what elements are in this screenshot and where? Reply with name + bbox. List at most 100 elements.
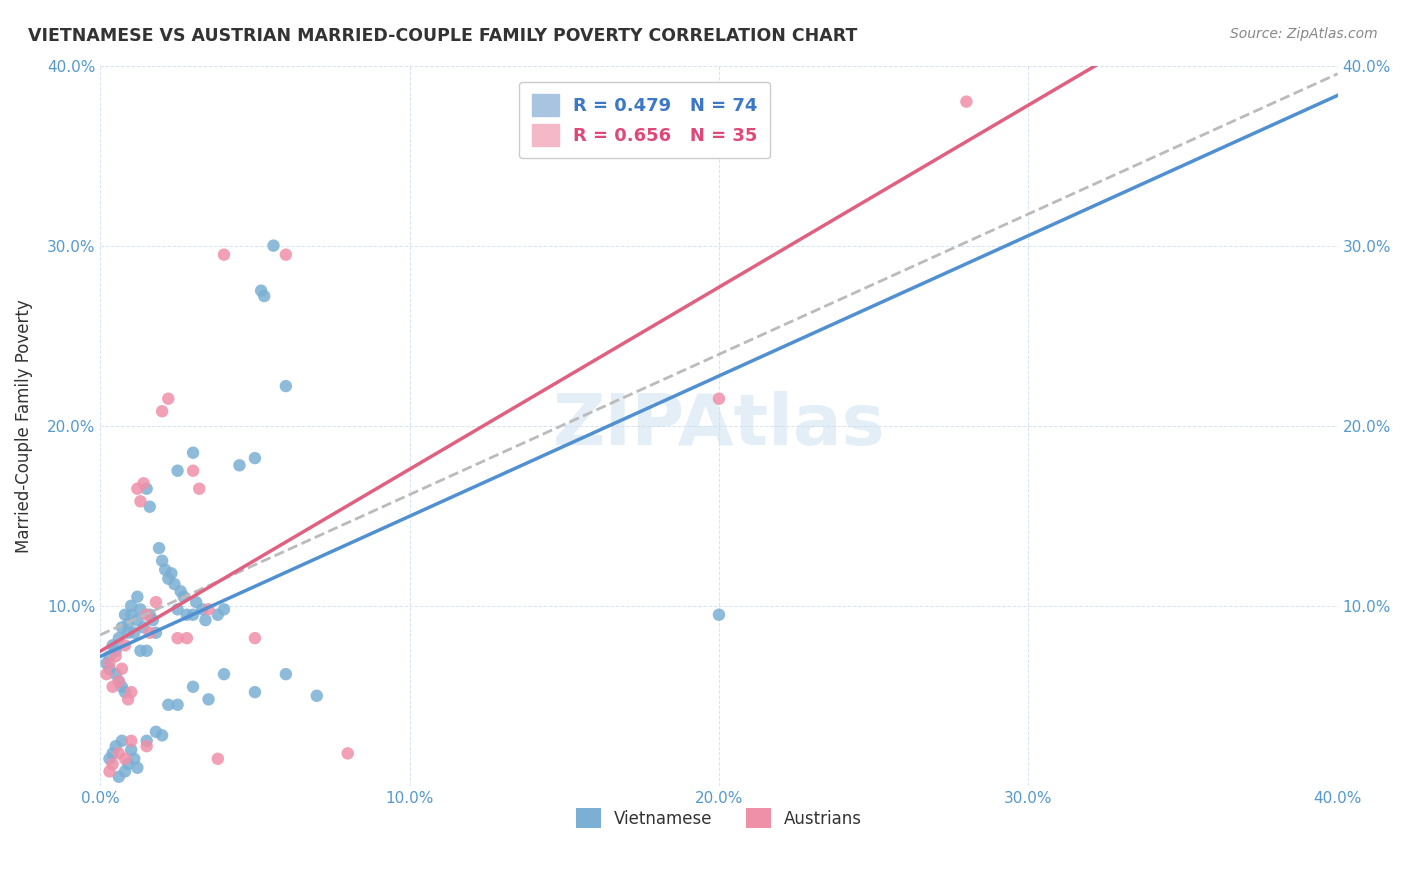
- Point: [148, 541, 170, 555]
- Point: [120, 599, 142, 613]
- Point: [207, 607, 229, 622]
- Point: [188, 482, 211, 496]
- Point: [124, 752, 146, 766]
- Point: [117, 757, 139, 772]
- Point: [163, 577, 186, 591]
- Text: VIETNAMESE VS AUSTRIAN MARRIED-COUPLE FAMILY POVERTY CORRELATION CHART: VIETNAMESE VS AUSTRIAN MARRIED-COUPLE FA…: [28, 27, 858, 45]
- Point: [197, 692, 219, 706]
- Point: [197, 602, 219, 616]
- Text: Source: ZipAtlas.com: Source: ZipAtlas.com: [1230, 27, 1378, 41]
- Point: [108, 674, 131, 689]
- Point: [117, 692, 139, 706]
- Point: [127, 590, 149, 604]
- Point: [139, 607, 162, 622]
- Point: [707, 607, 730, 622]
- Point: [150, 554, 173, 568]
- Point: [108, 631, 131, 645]
- Point: [120, 607, 142, 622]
- Point: [170, 584, 193, 599]
- Point: [108, 770, 131, 784]
- Point: [139, 625, 162, 640]
- Point: [127, 761, 149, 775]
- Point: [166, 631, 188, 645]
- Point: [145, 625, 167, 640]
- Point: [135, 644, 157, 658]
- Point: [243, 685, 266, 699]
- Point: [98, 649, 121, 664]
- Point: [104, 649, 127, 664]
- Point: [181, 607, 204, 622]
- Point: [117, 616, 139, 631]
- Point: [145, 724, 167, 739]
- Point: [104, 667, 127, 681]
- Point: [111, 662, 134, 676]
- Point: [145, 595, 167, 609]
- Point: [129, 602, 152, 616]
- Point: [157, 392, 180, 406]
- Point: [157, 572, 180, 586]
- Point: [98, 752, 121, 766]
- Point: [181, 446, 204, 460]
- Point: [111, 680, 134, 694]
- Point: [101, 757, 124, 772]
- Point: [96, 667, 118, 681]
- Legend: Vietnamese, Austrians: Vietnamese, Austrians: [569, 801, 869, 835]
- Point: [135, 739, 157, 754]
- Point: [127, 482, 149, 496]
- Point: [132, 476, 155, 491]
- Point: [108, 747, 131, 761]
- Y-axis label: Married-Couple Family Poverty: Married-Couple Family Poverty: [15, 299, 32, 552]
- Point: [955, 95, 977, 109]
- Point: [186, 595, 208, 609]
- Point: [132, 620, 155, 634]
- Point: [111, 620, 134, 634]
- Point: [101, 680, 124, 694]
- Point: [181, 464, 204, 478]
- Point: [101, 638, 124, 652]
- Point: [194, 613, 217, 627]
- Point: [157, 698, 180, 712]
- Point: [166, 698, 188, 712]
- Point: [114, 638, 136, 652]
- Point: [305, 689, 328, 703]
- Point: [127, 613, 149, 627]
- Point: [114, 607, 136, 622]
- Point: [139, 500, 162, 514]
- Point: [191, 602, 214, 616]
- Point: [181, 680, 204, 694]
- Point: [160, 566, 183, 581]
- Point: [114, 752, 136, 766]
- Point: [108, 674, 131, 689]
- Point: [104, 739, 127, 754]
- Point: [212, 247, 235, 261]
- Point: [166, 602, 188, 616]
- Point: [228, 458, 250, 473]
- Point: [114, 685, 136, 699]
- Point: [176, 631, 198, 645]
- Point: [124, 625, 146, 640]
- Point: [155, 563, 177, 577]
- Point: [117, 625, 139, 640]
- Text: ZIPAtlas: ZIPAtlas: [553, 392, 886, 460]
- Point: [120, 733, 142, 747]
- Point: [150, 404, 173, 418]
- Point: [101, 747, 124, 761]
- Point: [111, 733, 134, 747]
- Point: [173, 590, 195, 604]
- Point: [336, 747, 359, 761]
- Point: [243, 631, 266, 645]
- Point: [135, 733, 157, 747]
- Point: [707, 392, 730, 406]
- Point: [274, 247, 297, 261]
- Point: [150, 728, 173, 742]
- Point: [274, 667, 297, 681]
- Point: [114, 764, 136, 779]
- Point: [135, 482, 157, 496]
- Point: [176, 607, 198, 622]
- Point: [98, 764, 121, 779]
- Point: [135, 607, 157, 622]
- Point: [243, 451, 266, 466]
- Point: [212, 602, 235, 616]
- Point: [212, 667, 235, 681]
- Point: [207, 752, 229, 766]
